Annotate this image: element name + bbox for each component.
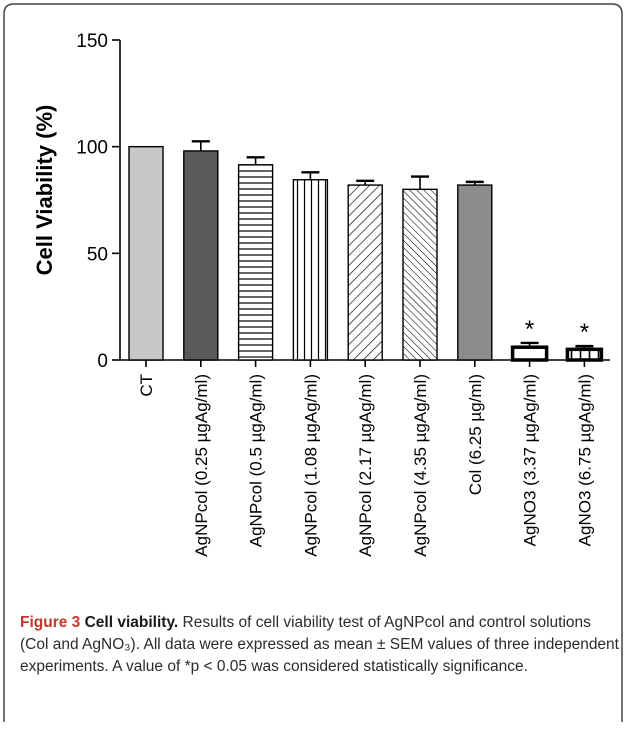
figure-border-left [3,3,15,15]
bar [402,188,438,361]
x-tick-label: AgNPcol (1.08 µgAg/ml) [301,374,320,557]
x-tick-label: AgNPcol (0.5 µgAg/ml) [247,374,266,547]
y-tick-label: 150 [76,31,108,52]
caption-title: Cell viability. [84,614,179,631]
bar [565,347,604,362]
bar [237,164,274,361]
x-tick-label: Col (6.25 µg/ml) [466,374,485,495]
x-tick-label: AgNPcol (2.17 µgAg/ml) [356,374,375,557]
bar [457,184,493,361]
significance-marker: * [580,319,589,346]
x-tick-label: CT [137,374,156,397]
x-tick-label: AgNPcol (0.25 µgAg/ml) [192,374,211,557]
chart-x-tick-labels: CT AgNPcol (0.25 µgAg/ml) AgNPcol (0.5 µgA… [137,374,594,557]
bar [292,179,329,361]
y-tick-label: 0 [97,351,108,372]
y-tick-label: 100 [76,138,108,159]
figure-caption: Figure 3 Cell viability. Results of cell… [20,612,620,678]
chart-bars: * * [128,140,604,362]
caption-label: Figure 3 [20,614,81,631]
bar [183,150,219,361]
bar [347,184,383,361]
bar [128,145,164,361]
y-axis-label: Cell Viability (%) [32,105,57,276]
caption-text: Results of cell viability test of AgNPco… [20,614,619,675]
y-tick-label: 50 [87,244,108,265]
bar [510,345,549,362]
x-tick-label: AgNO3 (3.37 µgAg/ml) [521,374,540,546]
figure-border [14,3,623,722]
x-tick-label: AgNO3 (6.75 µgAg/ml) [575,374,594,546]
chart-axes: 0 50 100 150 [76,31,610,372]
significance-marker: * [525,316,534,343]
x-tick-label: AgNPcol (4.35 µgAg/ml) [411,374,430,557]
